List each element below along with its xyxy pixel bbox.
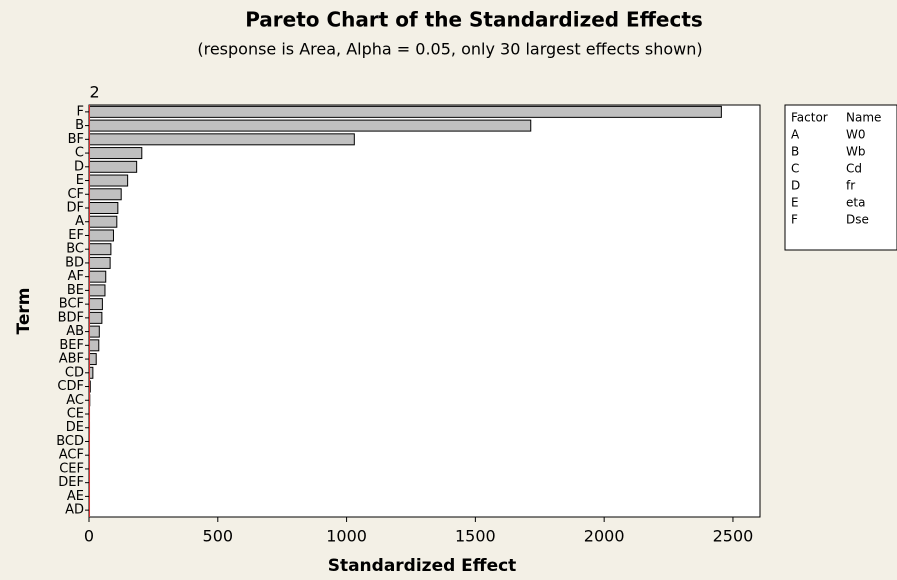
plot-area bbox=[88, 104, 761, 518]
y-tick-label: E bbox=[76, 173, 84, 188]
y-tick-label: ACF bbox=[59, 448, 84, 463]
y-tick-label: BE bbox=[67, 283, 84, 298]
y-tick-label: BDF bbox=[58, 310, 84, 325]
y-axis-label: Term bbox=[14, 288, 34, 335]
bar bbox=[88, 174, 129, 187]
y-tick-label: BF bbox=[68, 132, 84, 147]
bar bbox=[88, 119, 532, 132]
y-tick-label: AC bbox=[66, 393, 84, 408]
y-tick-label: DF bbox=[67, 201, 85, 216]
bar bbox=[88, 353, 97, 366]
y-tick-label: DE bbox=[66, 420, 84, 435]
x-tick-label: 1500 bbox=[455, 527, 496, 546]
y-tick-label: AE bbox=[67, 489, 84, 504]
factor-table-cell: F bbox=[791, 213, 798, 227]
y-tick-label: BCD bbox=[56, 434, 84, 449]
y-tick-label: AF bbox=[68, 269, 84, 284]
y-tick-label: AD bbox=[65, 503, 84, 518]
bar bbox=[88, 229, 114, 242]
y-tick-label: A bbox=[75, 214, 84, 229]
y-tick-label: CD bbox=[65, 365, 84, 380]
bar bbox=[88, 298, 103, 311]
y-tick-label: CEF bbox=[59, 461, 84, 476]
y-tick-label: D bbox=[74, 159, 84, 174]
x-tick-label: 2000 bbox=[584, 527, 625, 546]
y-tick-label: ABF bbox=[59, 352, 84, 367]
bar bbox=[88, 160, 138, 173]
bar bbox=[88, 325, 100, 338]
bar bbox=[88, 339, 100, 352]
factor-table-cell: Cd bbox=[846, 162, 862, 176]
y-tick-label: CDF bbox=[57, 379, 84, 394]
bar bbox=[88, 215, 118, 228]
y-tick-label: BC bbox=[66, 242, 84, 257]
x-tick-label: 1000 bbox=[326, 527, 367, 546]
factor-table-cell: fr bbox=[846, 179, 855, 193]
y-tick-label: EF bbox=[68, 228, 84, 243]
y-tick-label: DEF bbox=[58, 475, 84, 490]
factor-table-header: Name bbox=[846, 111, 881, 125]
factor-table-box bbox=[784, 104, 897, 251]
bar bbox=[88, 284, 106, 297]
bar bbox=[88, 105, 722, 118]
x-tick-label: 2500 bbox=[713, 527, 754, 546]
y-tick-label: BCF bbox=[59, 297, 84, 312]
bar bbox=[88, 133, 355, 146]
factor-table-cell: eta bbox=[846, 196, 865, 210]
bar bbox=[88, 188, 122, 201]
x-tick-label: 0 bbox=[84, 527, 94, 546]
factor-table-cell: A bbox=[791, 128, 800, 142]
bar bbox=[88, 311, 103, 324]
factor-table-cell: B bbox=[791, 145, 799, 159]
x-tick-label: 500 bbox=[203, 527, 234, 546]
factor-table-header: Factor bbox=[791, 111, 828, 125]
reference-label: 2 bbox=[90, 83, 100, 102]
factor-table-cell: W0 bbox=[846, 128, 866, 142]
chart-subtitle: (response is Area, Alpha = 0.05, only 30… bbox=[197, 40, 702, 59]
factor-table-cell: Dse bbox=[846, 213, 869, 227]
factor-table-cell: E bbox=[791, 196, 799, 210]
bar bbox=[88, 256, 111, 269]
y-tick-label: B bbox=[75, 118, 84, 133]
factor-table-cell: Wb bbox=[846, 145, 865, 159]
bar bbox=[88, 202, 119, 214]
y-tick-label: F bbox=[77, 104, 84, 119]
chart-title: Pareto Chart of the Standardized Effects bbox=[245, 8, 703, 32]
bar bbox=[88, 147, 143, 160]
y-tick-label: AB bbox=[66, 324, 84, 339]
y-tick-label: BEF bbox=[59, 338, 84, 353]
x-axis-label: Standardized Effect bbox=[328, 556, 517, 576]
y-tick-label: C bbox=[75, 146, 84, 161]
factor-table-cell: C bbox=[791, 162, 799, 176]
bar bbox=[88, 243, 112, 256]
y-tick-label: CE bbox=[67, 407, 84, 422]
bar bbox=[88, 270, 107, 283]
factor-table-cell: D bbox=[791, 179, 800, 193]
bar bbox=[88, 366, 94, 379]
y-tick-label: CF bbox=[67, 187, 84, 202]
y-tick-label: BD bbox=[65, 255, 84, 270]
